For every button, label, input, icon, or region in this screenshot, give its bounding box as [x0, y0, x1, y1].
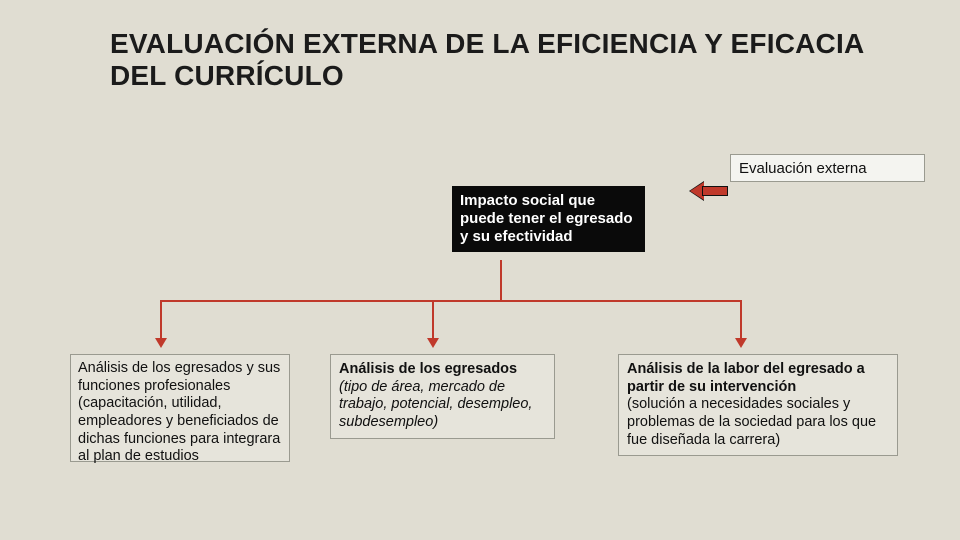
arrowhead-icon: [735, 338, 747, 348]
card-2-title: Análisis de los egresados: [339, 361, 517, 377]
card-1-body: (capacitación, utilidad, empleadores y b…: [78, 395, 280, 464]
center-concept-box: Impacto social que puede tener el egresa…: [452, 186, 645, 252]
card-analisis-egresados: Análisis de los egresados (tipo de área,…: [330, 354, 555, 439]
arrowhead-icon: [427, 338, 439, 348]
card-analisis-funciones: Análisis de los egresados y sus funcione…: [70, 354, 290, 472]
evaluacion-externa-label: Evaluación externa: [739, 160, 867, 177]
card-2-body: (tipo de área, mercado de trabajo, poten…: [339, 379, 532, 430]
card-3-title: Análisis de la labor del egresado a part…: [627, 361, 865, 395]
evaluacion-externa-box: Evaluación externa: [730, 154, 925, 182]
card-analisis-labor: Análisis de la labor del egresado a part…: [618, 354, 898, 456]
arrow-left-icon: [690, 182, 728, 200]
connector-line: [500, 260, 502, 300]
card-3-body: (solución a necesidades sociales y probl…: [627, 396, 876, 447]
connector-line: [160, 300, 740, 302]
slide-title: EVALUACIÓN EXTERNA DE LA EFICIENCIA Y EF…: [110, 28, 870, 92]
arrowhead-icon: [155, 338, 167, 348]
connector-line: [160, 300, 162, 340]
connector-line: [432, 300, 434, 340]
card-1-title: Análisis de los egresados y sus funcione…: [78, 360, 280, 394]
connector-line: [740, 300, 742, 340]
